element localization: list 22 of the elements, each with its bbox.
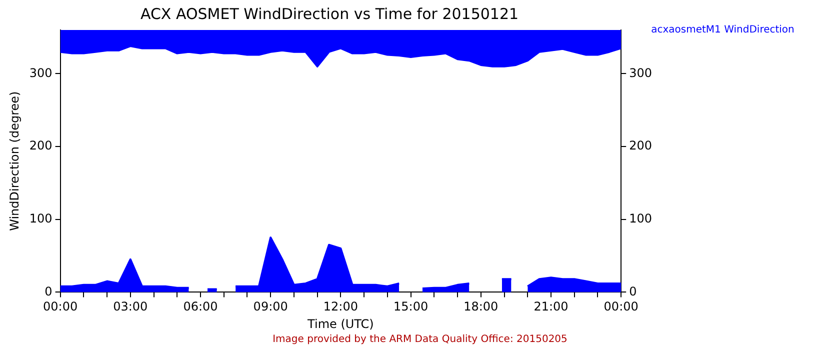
y2-tick-label: 0 (629, 284, 637, 298)
y2-tick-label: 300 (629, 66, 652, 80)
x-tick-label: 18:00 (464, 300, 498, 314)
x-tick-label: 06:00 (183, 300, 218, 314)
x-axis-title: Time (UTC) (306, 316, 374, 331)
x-tick-label: 21:00 (534, 300, 568, 314)
y-tick-label: 100 (29, 211, 52, 226)
chart-title: ACX AOSMET WindDirection vs Time for 20150121 (140, 4, 519, 23)
y2-tick-label: 200 (629, 138, 652, 153)
x-tick-label: 12:00 (323, 300, 358, 314)
x-tick-label: 15:00 (394, 300, 428, 314)
x-tick-label: 09:00 (253, 300, 288, 314)
x-tick-label: 00:00 (43, 300, 78, 314)
y-tick-label: 0 (44, 284, 52, 298)
x-tick-label: 03:00 (113, 300, 148, 314)
text: Image provided by the ARM Data Quality Office: 20150205 (272, 334, 568, 345)
y2-tick-label: 100 (629, 211, 652, 226)
y-tick-label: 300 (29, 66, 52, 80)
x-tick-label: 00:00 (604, 300, 638, 314)
y-tick-label: 200 (29, 138, 52, 153)
y-axis-title: WindDirection (degree) (7, 91, 22, 231)
text: acxaosmetM1 WindDirection (651, 24, 794, 36)
